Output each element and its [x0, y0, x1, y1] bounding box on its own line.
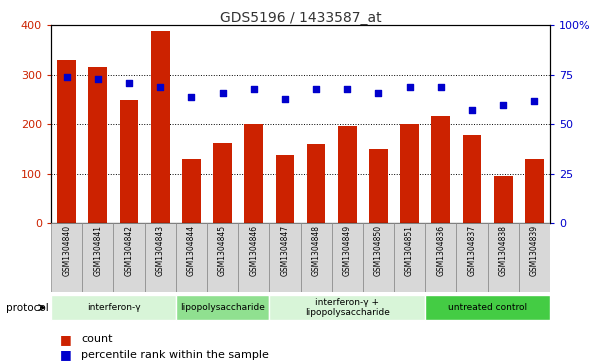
Bar	[238, 223, 269, 292]
Bar	[151, 31, 169, 223]
Bar	[332, 223, 363, 292]
Bar	[363, 223, 394, 292]
Bar	[369, 149, 388, 223]
Point	[405, 84, 415, 90]
Bar	[426, 295, 550, 320]
Text: GSM1304837: GSM1304837	[468, 225, 477, 277]
Bar	[88, 68, 107, 223]
Text: GSM1304849: GSM1304849	[343, 225, 352, 277]
Bar	[494, 176, 513, 223]
Point	[186, 94, 196, 99]
Bar	[275, 155, 294, 223]
Bar	[245, 124, 263, 223]
Bar	[307, 144, 326, 223]
Point	[529, 98, 539, 103]
Text: GSM1304838: GSM1304838	[499, 225, 508, 276]
Text: lipopolysaccharide: lipopolysaccharide	[180, 303, 265, 312]
Bar	[426, 223, 456, 292]
Bar	[519, 223, 550, 292]
Bar	[145, 223, 176, 292]
Bar	[176, 223, 207, 292]
Point	[124, 80, 134, 86]
Point	[467, 107, 477, 113]
Point	[343, 86, 352, 91]
Point	[62, 74, 72, 80]
Bar	[432, 117, 450, 223]
Text: GSM1304843: GSM1304843	[156, 225, 165, 277]
Text: interferon-γ: interferon-γ	[87, 303, 140, 312]
Point	[311, 86, 321, 91]
Point	[218, 90, 227, 95]
Text: GDS5196 / 1433587_at: GDS5196 / 1433587_at	[220, 11, 381, 25]
Text: protocol: protocol	[6, 303, 49, 313]
Bar	[456, 223, 487, 292]
Text: untreated control: untreated control	[448, 303, 527, 312]
Point	[436, 84, 445, 90]
Text: GSM1304839: GSM1304839	[530, 225, 539, 277]
Bar	[525, 159, 544, 223]
Bar	[269, 295, 426, 320]
Bar	[51, 295, 176, 320]
Bar	[400, 124, 419, 223]
Text: GSM1304841: GSM1304841	[93, 225, 102, 276]
Point	[498, 102, 508, 107]
Bar	[463, 135, 481, 223]
Text: GSM1304836: GSM1304836	[436, 225, 445, 277]
Point	[374, 90, 383, 95]
Bar	[338, 126, 356, 223]
Text: GSM1304840: GSM1304840	[62, 225, 71, 277]
Bar	[57, 60, 76, 223]
Bar	[394, 223, 426, 292]
Text: GSM1304850: GSM1304850	[374, 225, 383, 277]
Bar	[207, 223, 238, 292]
Bar	[487, 223, 519, 292]
Point	[280, 96, 290, 102]
Text: percentile rank within the sample: percentile rank within the sample	[81, 350, 269, 360]
Bar	[269, 223, 300, 292]
Text: GSM1304845: GSM1304845	[218, 225, 227, 277]
Bar	[51, 223, 82, 292]
Text: GSM1304851: GSM1304851	[405, 225, 414, 276]
Text: GSM1304848: GSM1304848	[311, 225, 320, 276]
Bar	[182, 159, 201, 223]
Text: interferon-γ +
lipopolysaccharide: interferon-γ + lipopolysaccharide	[305, 298, 389, 317]
Bar	[114, 223, 145, 292]
Bar	[176, 295, 269, 320]
Text: ■: ■	[60, 333, 72, 346]
Point	[249, 86, 258, 91]
Bar	[300, 223, 332, 292]
Text: ■: ■	[60, 348, 72, 362]
Text: count: count	[81, 334, 112, 344]
Text: GSM1304844: GSM1304844	[187, 225, 196, 277]
Bar	[120, 99, 138, 223]
Point	[93, 76, 103, 82]
Text: GSM1304842: GSM1304842	[124, 225, 133, 276]
Point	[156, 84, 165, 90]
Text: GSM1304846: GSM1304846	[249, 225, 258, 277]
Bar	[213, 143, 232, 223]
Bar	[82, 223, 114, 292]
Text: GSM1304847: GSM1304847	[281, 225, 290, 277]
